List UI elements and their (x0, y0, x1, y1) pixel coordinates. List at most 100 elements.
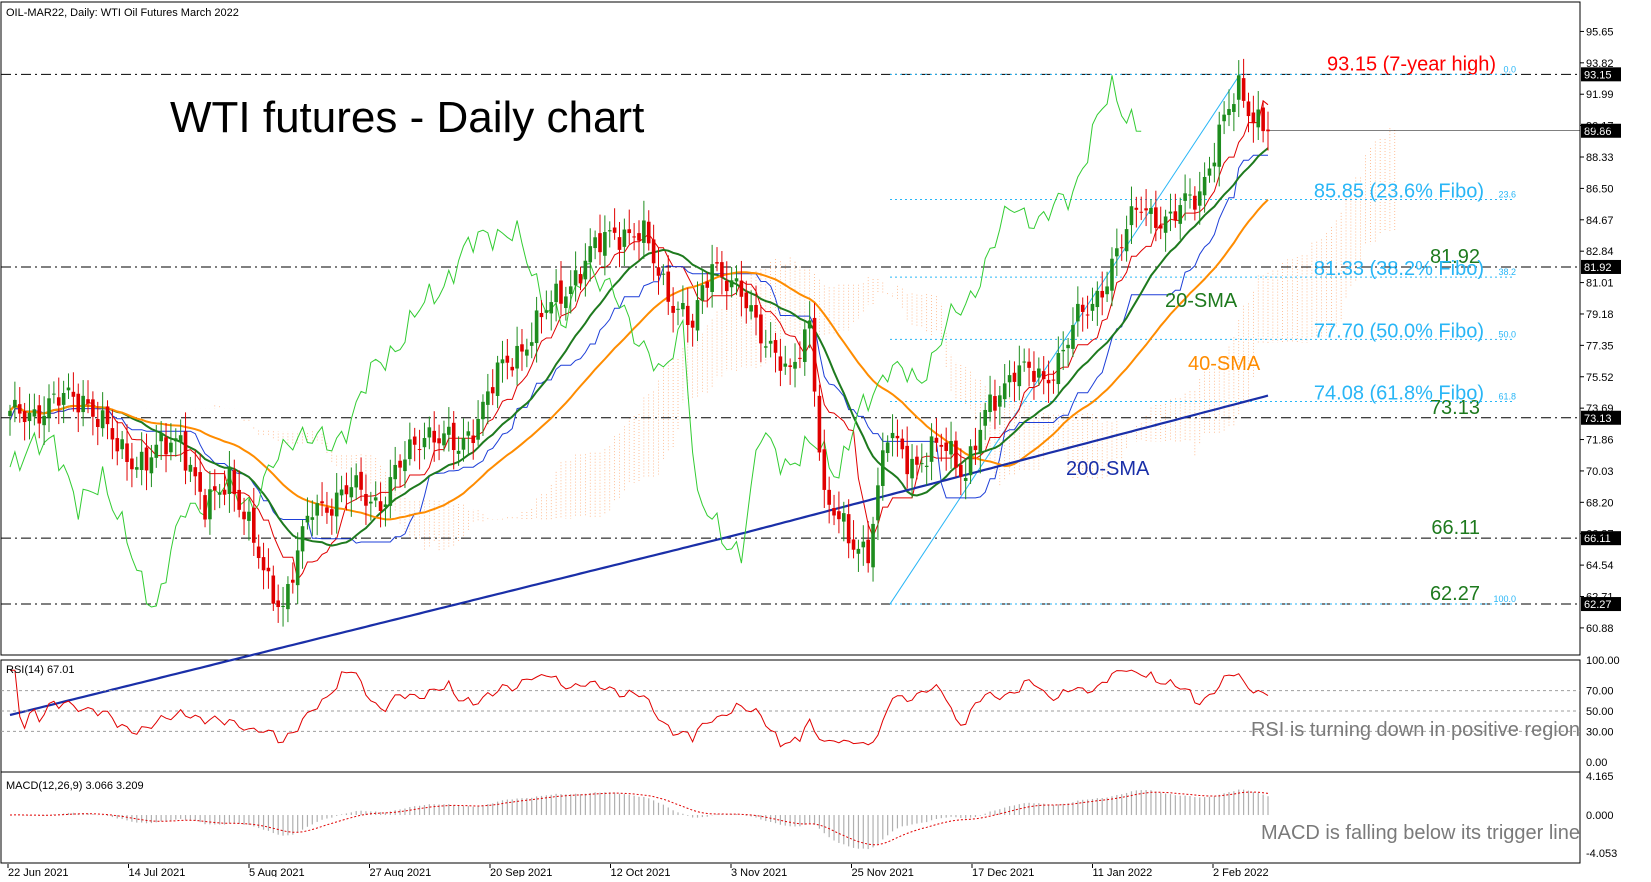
candle-body (22, 411, 27, 423)
candle-body (729, 280, 734, 288)
candle-body (646, 221, 651, 244)
y-tick-label: 62.71 (1586, 592, 1614, 604)
candle-body (846, 514, 851, 544)
candle-body (924, 465, 929, 468)
candle-body (149, 457, 154, 474)
candle-body (130, 458, 134, 470)
candle-body (934, 437, 939, 443)
candle-body (768, 340, 773, 344)
candle-body (1266, 129, 1270, 132)
candle-body (788, 365, 792, 367)
level-label-93.15: 93.15 (7-year high) (1327, 53, 1496, 75)
candle-body (651, 239, 656, 264)
candle-body (802, 329, 807, 362)
candle-body (427, 427, 432, 438)
candle-body (939, 444, 944, 447)
candle-body (588, 246, 593, 263)
candle-body (1163, 216, 1168, 233)
overlay-label-0: 20-SMA (1165, 290, 1238, 312)
candle-body (1202, 176, 1207, 196)
candle-body (520, 344, 524, 352)
price-tag-93.15 (1581, 67, 1621, 82)
candle-body (632, 236, 636, 238)
candle-body (822, 449, 827, 490)
x-tick-label: 3 Nov 2021 (731, 867, 787, 877)
x-tick-label: 11 Jan 2022 (1093, 867, 1153, 877)
candle-body (778, 356, 783, 371)
candle-body (13, 399, 17, 408)
candle-body (1110, 258, 1114, 291)
candle-body (320, 501, 324, 504)
candle-body (515, 345, 519, 369)
candle-body (144, 447, 149, 471)
candle-body (1256, 109, 1261, 128)
y-tick-label: 66.37 (1586, 529, 1614, 541)
candle-body (622, 229, 627, 247)
candle-body (1076, 303, 1080, 322)
candle-body (120, 439, 124, 450)
candle-body (998, 395, 1002, 407)
candle-body (344, 485, 349, 495)
candle-body (900, 438, 905, 450)
candle-body (412, 436, 417, 445)
candle-body (1168, 211, 1173, 214)
candle-body (81, 395, 85, 413)
candle-body (783, 363, 788, 367)
candle-body (86, 399, 90, 404)
candle-body (37, 405, 42, 424)
y-tick-label: 86.50 (1586, 183, 1614, 195)
candle-body (495, 362, 500, 396)
candle-body (500, 359, 505, 364)
y-tick-label: 93.82 (1586, 58, 1614, 70)
macd-annotation: MACD is falling below its trigger line (1261, 822, 1580, 844)
macd-y-tick: -4.053 (1586, 848, 1617, 860)
price-tag-62.27 (1581, 597, 1621, 612)
x-tick-label: 14 Jul 2021 (129, 867, 186, 877)
candle-body (1080, 304, 1085, 312)
candle-body (959, 464, 963, 477)
candle-body (422, 437, 427, 448)
candle-body (8, 410, 12, 416)
candle-body (1061, 349, 1066, 352)
price-tag-text-73.13: 73.13 (1584, 413, 1612, 425)
candle-body (315, 503, 319, 516)
candle-body (559, 280, 563, 304)
candle-body (529, 342, 534, 346)
fibo-ratio-0.0: 0.0 (1503, 64, 1516, 74)
price-tag-66.11 (1581, 531, 1621, 546)
candle-body (217, 492, 222, 495)
candle-body (915, 456, 919, 465)
candle-body (398, 460, 402, 468)
candle-body (832, 508, 836, 516)
candle-body (193, 467, 198, 477)
level-label-62.27: 62.27 (1430, 583, 1480, 605)
candle-body (432, 430, 437, 443)
candle-body (744, 292, 749, 309)
candle-body (871, 523, 875, 568)
y-tick-label: 75.52 (1586, 372, 1614, 384)
candle-body (1222, 114, 1226, 122)
candle-body (164, 437, 168, 455)
candle-body (27, 412, 32, 422)
candle-body (661, 273, 666, 275)
candle-body (32, 409, 37, 417)
candle-body (125, 443, 129, 462)
candle-body (325, 507, 329, 513)
y-tick-label: 79.18 (1586, 309, 1614, 321)
candle-body (773, 340, 778, 353)
candle-body (1100, 290, 1105, 298)
candle-body (1085, 314, 1090, 316)
candle-body (564, 296, 568, 309)
candle-body (920, 463, 924, 465)
candle-body (437, 438, 441, 444)
overlay-label-1: 40-SMA (1188, 353, 1261, 375)
candle-body (568, 286, 573, 295)
candle-body (763, 346, 768, 348)
level-label-81.92: 81.92 (1430, 246, 1480, 268)
candle-body (1017, 365, 1022, 387)
candle-body (598, 233, 602, 253)
candle-body (1227, 109, 1231, 116)
candle-body (856, 548, 861, 554)
candle-body (222, 489, 227, 495)
